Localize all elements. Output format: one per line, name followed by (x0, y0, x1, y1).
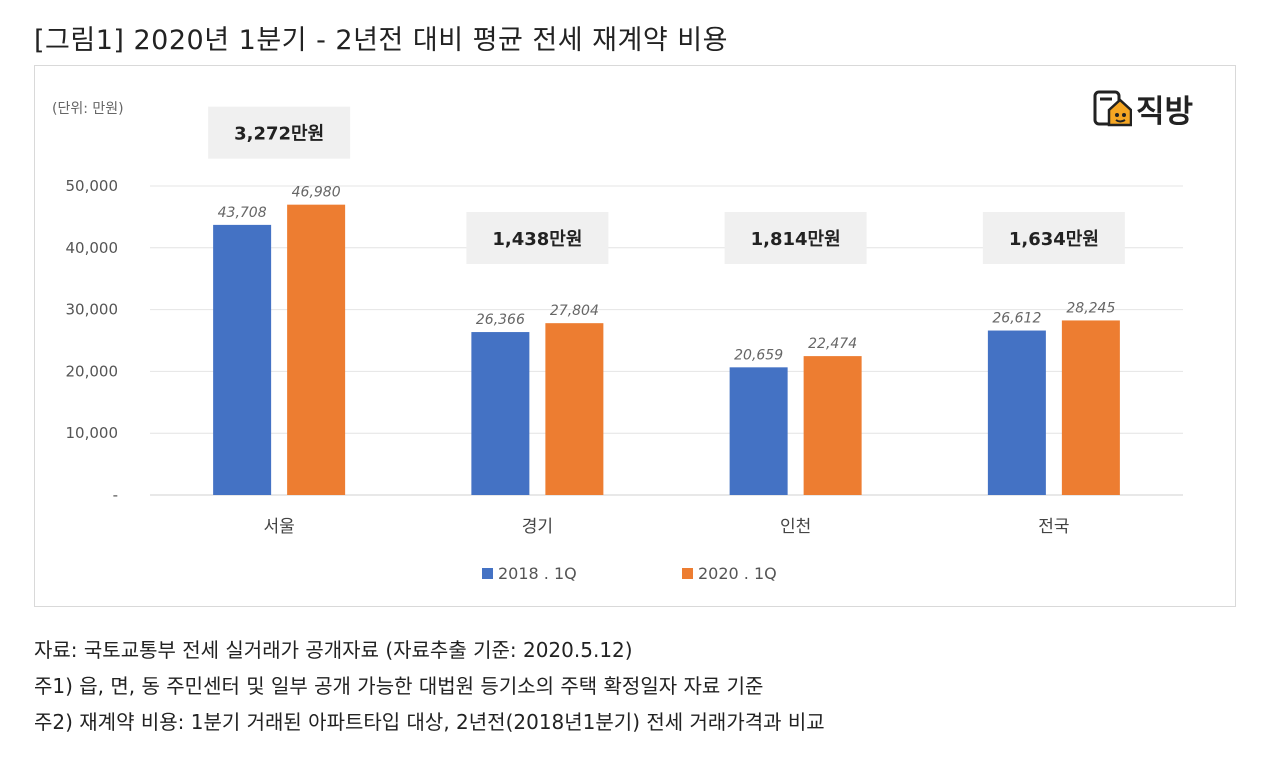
y-tick-label: 10,000 (66, 424, 119, 442)
bar (1061, 320, 1120, 495)
difference-callout (724, 212, 867, 264)
unit-label: (단위: 만원) (52, 101, 124, 117)
difference-label: 1,438만원 (492, 229, 582, 250)
legend-label: 2018 . 1Q (498, 564, 577, 583)
category-label: 서울 (263, 517, 294, 537)
bar (545, 323, 604, 495)
data-label: 26,366 (476, 312, 525, 328)
data-label: 46,980 (292, 185, 341, 201)
difference-callout (466, 212, 609, 264)
figure-title: [그림1] 2020년 1분기 - 2년전 대비 평균 전세 재계약 비용 (34, 25, 728, 56)
zigbang-logo: 직방 (1092, 86, 1193, 131)
difference-label: 1,634만원 (1009, 229, 1099, 250)
category-label: 인천 (780, 517, 811, 537)
bar (471, 332, 530, 495)
logo-text: 직방 (1136, 94, 1194, 130)
bar (803, 356, 862, 495)
difference-callout (982, 212, 1125, 264)
footnote-1: 주1) 읍, 면, 동 주민센터 및 일부 공개 가능한 대법원 등기소의 주택… (34, 674, 764, 698)
difference-callout (208, 106, 351, 159)
category-label: 경기 (522, 517, 553, 537)
category-label: 전국 (1038, 517, 1069, 537)
bar (987, 330, 1046, 495)
data-label: 27,804 (550, 303, 599, 319)
data-label: 22,474 (808, 336, 857, 352)
y-tick-label: 30,000 (66, 301, 119, 319)
footnote-2: 주2) 재계약 비용: 1분기 거래된 아파트타입 대상, 2년전(2018년1… (34, 710, 825, 734)
house-icon (1093, 90, 1132, 126)
legend-swatch (482, 568, 493, 579)
footnotes: 자료: 국토교통부 전세 실거래가 공개자료 (자료추출 기준: 2020.5.… (34, 632, 825, 740)
y-tick-label: 20,000 (66, 362, 119, 380)
y-tick-label: - (113, 486, 118, 504)
legend-label: 2020 . 1Q (698, 564, 777, 583)
bar (287, 204, 346, 495)
data-label: 43,708 (218, 205, 267, 221)
bar (729, 367, 788, 495)
legend-swatch (682, 568, 693, 579)
y-tick-label: 50,000 (66, 177, 119, 195)
difference-label: 1,814만원 (751, 229, 841, 250)
data-label: 28,245 (1066, 300, 1115, 316)
data-label: 20,659 (734, 347, 783, 363)
difference-label: 3,272만원 (234, 124, 324, 145)
y-tick-label: 40,000 (66, 239, 119, 257)
source-note: 자료: 국토교통부 전세 실거래가 공개자료 (자료추출 기준: 2020.5.… (34, 638, 633, 662)
data-label: 26,612 (992, 311, 1041, 327)
bar (213, 224, 272, 495)
